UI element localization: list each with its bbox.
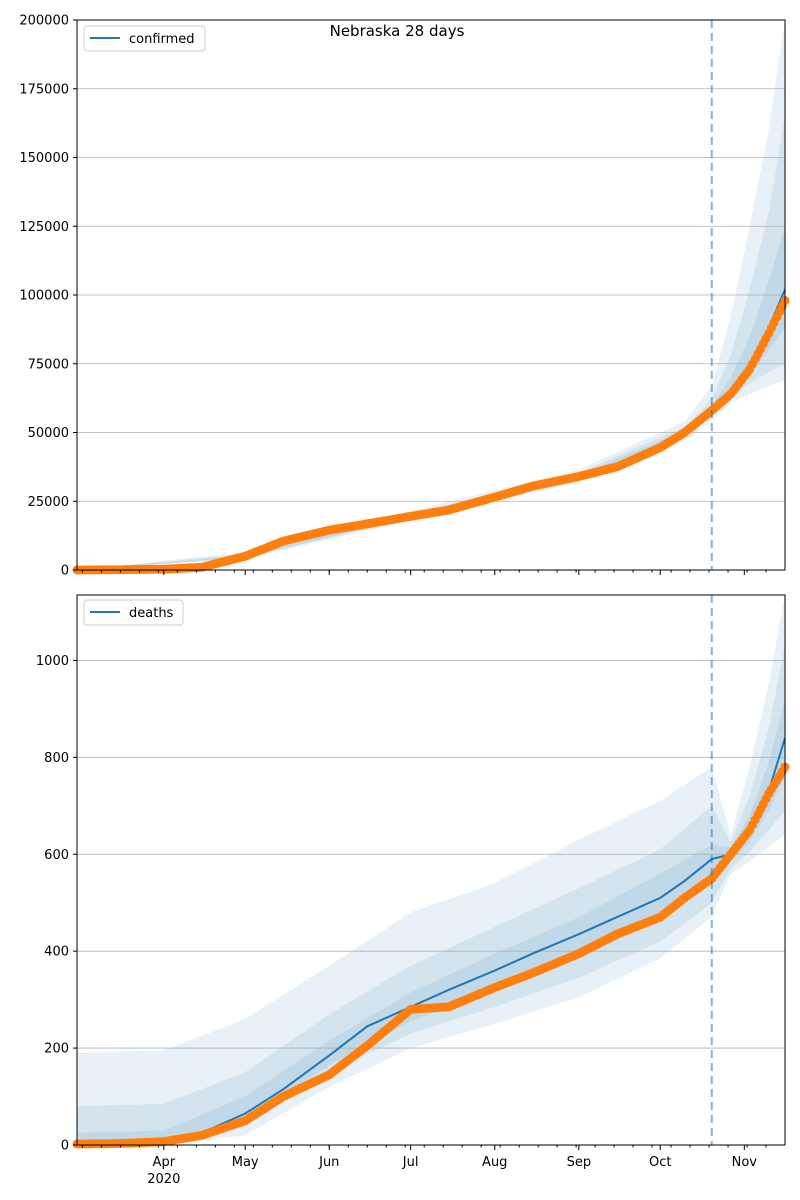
x-tick-label: May [232,1155,259,1170]
y-tick-label: 1000 [36,654,69,669]
y-axis: 0 25000 50000 75000 100000 125000 150000 175000… [19,14,77,579]
x-year-label: 2020 [147,1172,180,1187]
y-tick-label: 400 [44,945,69,960]
uncertainty-band-2 [77,116,785,571]
y-tick-label: 0 [61,1139,69,1154]
x-tick-label: Nov [732,1155,758,1170]
x-axis [81,570,767,575]
y-axis: 0 200 400 600 800 1000 [36,654,77,1154]
deaths-panel: 0 200 400 600 800 1000 Apr May Jun Jul Aug Sep Oct N… [36,594,790,1187]
plot-frame [76,594,786,1146]
y-tick-label: 100000 [19,289,69,304]
x-tick-label: Apr [153,1155,176,1170]
y-tick-label: 0 [61,564,69,579]
uncertainty-band-2 [77,645,785,1145]
uncertainty-bands [77,595,785,1145]
chart-title: Nebraska 28 days [330,22,465,40]
observed-points [72,762,790,1149]
legend-box [83,599,184,626]
x-axis: Apr May Jun Jul Aug Sep Oct Nov 2020 [81,1145,767,1187]
y-tick-label: 200 [44,1042,69,1057]
y-tick-label: 50000 [28,426,69,441]
observed-points [72,296,790,575]
confirmed-panel: 0 25000 50000 75000 100000 125000 150000 175000… [19,14,790,579]
y-tick-label: 600 [44,848,69,863]
legend-box [83,25,206,52]
legend-label: confirmed [129,32,195,47]
y-tick-label: 175000 [19,82,69,97]
x-tick-label: Aug [482,1155,507,1170]
y-tick-label: 150000 [19,151,69,166]
y-tick-label: 75000 [28,357,69,372]
y-tick-label: 25000 [28,495,69,510]
grid-lines [77,19,785,502]
x-tick-label: Jun [318,1155,339,1170]
uncertainty-band-1 [77,595,785,1145]
y-tick-label: 800 [44,751,69,766]
y-tick-label: 200000 [19,14,69,29]
uncertainty-band-3 [77,226,785,571]
legend-label: deaths [129,606,174,621]
grid-lines [77,660,785,1049]
x-tick-label: Sep [567,1155,592,1170]
x-tick-label: Jul [402,1155,419,1170]
legend: deaths [83,599,184,626]
legend: confirmed [83,25,206,52]
x-tick-label: Oct [649,1155,671,1170]
y-tick-label: 125000 [19,220,69,235]
